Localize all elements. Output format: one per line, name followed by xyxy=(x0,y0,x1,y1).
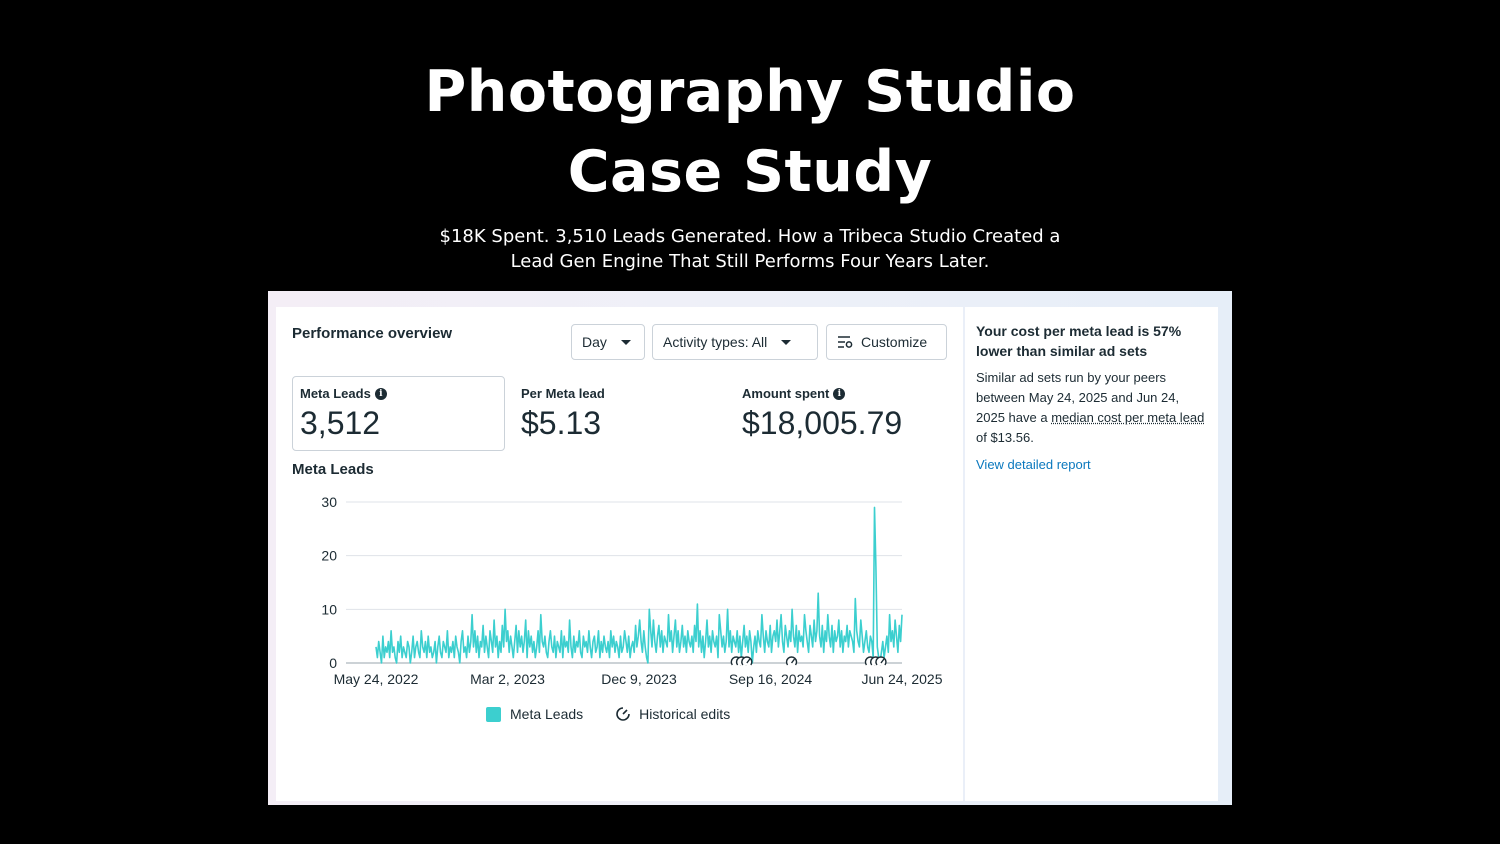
day-dropdown-label: Day xyxy=(582,334,607,350)
metric-amount-spent[interactable]: Amount spent i $18,005.79 xyxy=(742,386,902,442)
metric-label: Amount spent xyxy=(742,386,830,401)
metric-value: $18,005.79 xyxy=(742,405,903,441)
hero-subtitle-line-1: $18K Spent. 3,510 Leads Generated. How a… xyxy=(439,226,1061,247)
historical-edit-marker[interactable] xyxy=(741,656,753,666)
hero-title-line-2: Case Study xyxy=(567,139,933,205)
hero-subtitle: $18K Spent. 3,510 Leads Generated. How a… xyxy=(0,224,1500,274)
info-icon[interactable]: i xyxy=(833,387,846,400)
customize-icon xyxy=(838,336,853,348)
legend-label: Meta Leads xyxy=(510,706,584,722)
chart-legend: Meta Leads Historical edits xyxy=(486,706,762,722)
view-detailed-report-link[interactable]: View detailed report xyxy=(976,457,1091,472)
insight-body-prefix: Similar ad sets run by your peers betwee… xyxy=(976,370,1180,425)
customize-button[interactable]: Customize xyxy=(826,324,947,360)
day-dropdown[interactable]: Day xyxy=(571,324,645,360)
selected-metric-box[interactable] xyxy=(292,376,505,451)
activity-dropdown-label: Activity types: All xyxy=(663,334,768,350)
x-tick-label: Sep 16, 2024 xyxy=(729,671,813,687)
historical-edit-marker[interactable] xyxy=(785,656,798,666)
y-tick-label: 10 xyxy=(321,601,337,617)
historical-edit-icon xyxy=(616,707,630,721)
x-tick-label: Dec 9, 2023 xyxy=(601,671,677,687)
performance-panel: Performance overview Day Activity types:… xyxy=(276,307,963,801)
legend-swatch xyxy=(486,706,501,722)
metric-value: 3,512 xyxy=(300,405,381,441)
metric-label: Meta Leads xyxy=(300,386,371,401)
activity-types-dropdown[interactable]: Activity types: All xyxy=(652,324,818,360)
metric-value: $5.13 xyxy=(521,405,602,441)
meta-leads-chart[interactable]: 0 10 20 30 May 24, 2022 Mar 2, 2023 Dec 9, 202… xyxy=(276,487,963,737)
x-tick-label: Mar 2, 2023 xyxy=(470,671,545,687)
insight-body: Similar ad sets run by your peers betwee… xyxy=(976,368,1208,448)
caret-down-icon xyxy=(781,339,792,345)
insight-sidebar: Your cost per meta lead is 57% lower tha… xyxy=(965,307,1218,801)
legend-item-historical-edits[interactable]: Historical edits xyxy=(615,706,730,722)
customize-label: Customize xyxy=(861,334,928,350)
caret-down-icon xyxy=(620,339,631,345)
hero-title-line-1: Photography Studio xyxy=(424,59,1076,125)
legend-label: Historical edits xyxy=(639,706,731,722)
y-tick-label: 20 xyxy=(321,548,337,564)
panel-title: Performance overview xyxy=(292,325,453,342)
legend-item-meta-leads[interactable]: Meta Leads xyxy=(486,706,583,722)
chart-title: Meta Leads xyxy=(292,461,374,478)
metric-meta-leads: Meta Leads i 3,512 xyxy=(300,386,387,442)
info-icon[interactable]: i xyxy=(374,387,387,400)
series-line-meta-leads xyxy=(375,506,903,664)
y-tick-label: 0 xyxy=(329,655,337,671)
hero-subtitle-line-2: Lead Gen Engine That Still Performs Four… xyxy=(510,251,990,272)
x-tick-label: Jun 24, 2025 xyxy=(862,671,943,687)
insight-body-suffix: of $13.56. xyxy=(976,430,1034,445)
median-cost-term[interactable]: median cost per meta lead xyxy=(1051,410,1205,425)
metric-label: Per Meta lead xyxy=(521,386,605,401)
x-tick-label: May 24, 2022 xyxy=(334,671,419,687)
insight-heading: Your cost per meta lead is 57% lower tha… xyxy=(976,323,1182,359)
metric-per-meta-lead[interactable]: Per Meta lead $5.13 xyxy=(521,386,605,442)
hero-title: Photography Studio Case Study xyxy=(0,52,1500,212)
historical-edit-marker[interactable] xyxy=(875,656,887,666)
y-tick-label: 30 xyxy=(321,494,337,510)
